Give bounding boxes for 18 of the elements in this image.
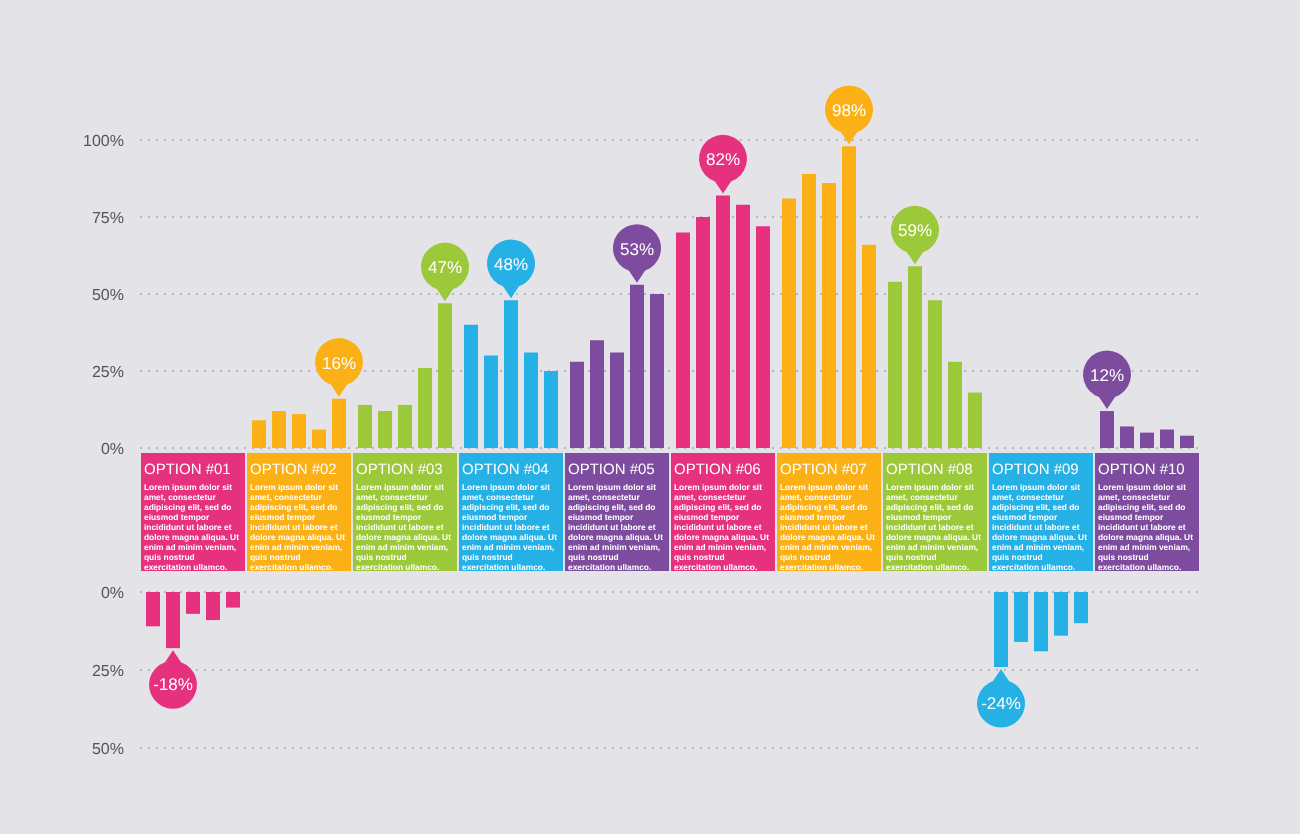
y-tick-label: 0% xyxy=(100,439,124,458)
data-label: 16% xyxy=(321,352,357,373)
data-label: 48% xyxy=(493,254,529,275)
data-label: -18% xyxy=(153,674,194,695)
y-tick-label: 25% xyxy=(91,362,124,381)
y-tick-label: 100% xyxy=(83,131,124,150)
data-label: 12% xyxy=(1089,365,1125,386)
data-label: 82% xyxy=(705,149,741,170)
y-tick-label: 0% xyxy=(100,583,124,602)
y-tick-label: 50% xyxy=(91,739,124,758)
y-tick-label: 75% xyxy=(91,208,124,227)
data-label: 53% xyxy=(619,238,655,259)
y-tick-label: 50% xyxy=(91,285,124,304)
data-label: 59% xyxy=(897,220,933,241)
y-tick-label: 25% xyxy=(91,661,124,680)
data-label: 47% xyxy=(427,257,463,278)
data-label: 98% xyxy=(831,100,867,121)
data-label: -24% xyxy=(981,692,1022,713)
